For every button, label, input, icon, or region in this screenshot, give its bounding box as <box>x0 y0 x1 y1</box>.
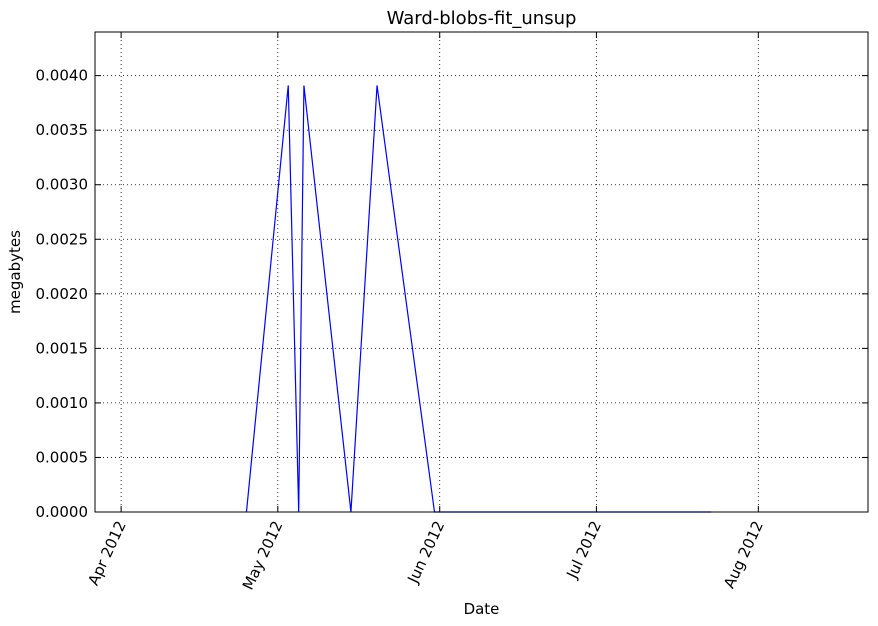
axis-ticks <box>95 32 868 513</box>
y-tick-label: 0.0020 <box>36 285 89 303</box>
grid-lines <box>95 32 868 512</box>
chart-title: Ward-blobs-fit_unsup <box>387 8 577 29</box>
x-tick-label: Aug 2012 <box>720 518 767 591</box>
plot-area-frame <box>94 31 869 513</box>
x-tick-label: Jul 2012 <box>562 518 605 582</box>
y-tick-label: 0.0000 <box>36 503 89 521</box>
y-tick-label: 0.0025 <box>36 230 89 248</box>
y-tick-label: 0.0005 <box>36 448 89 466</box>
series-layer <box>245 85 712 513</box>
y-tick-label: 0.0040 <box>36 67 89 85</box>
x-tick-label: Jun 2012 <box>404 518 449 587</box>
y-tick-label: 0.0035 <box>36 121 89 139</box>
series-line <box>245 85 712 513</box>
y-tick-label: 0.0015 <box>36 339 89 357</box>
x-tick-label: May 2012 <box>239 518 287 593</box>
y-tick-label: 0.0030 <box>36 176 89 194</box>
x-axis-title: Date <box>464 600 500 618</box>
y-axis-title: megabytes <box>6 230 24 314</box>
x-tick-label: Apr 2012 <box>84 518 129 588</box>
y-tick-label: 0.0010 <box>36 394 89 412</box>
y-tick-labels: 0.0000 0.0005 0.0010 0.0015 0.0020 0.0025 0.00… <box>36 67 89 521</box>
x-tick-labels: Apr 2012 May 2012 Jun 2012 Jul 2012 Aug 2012 <box>84 518 767 593</box>
